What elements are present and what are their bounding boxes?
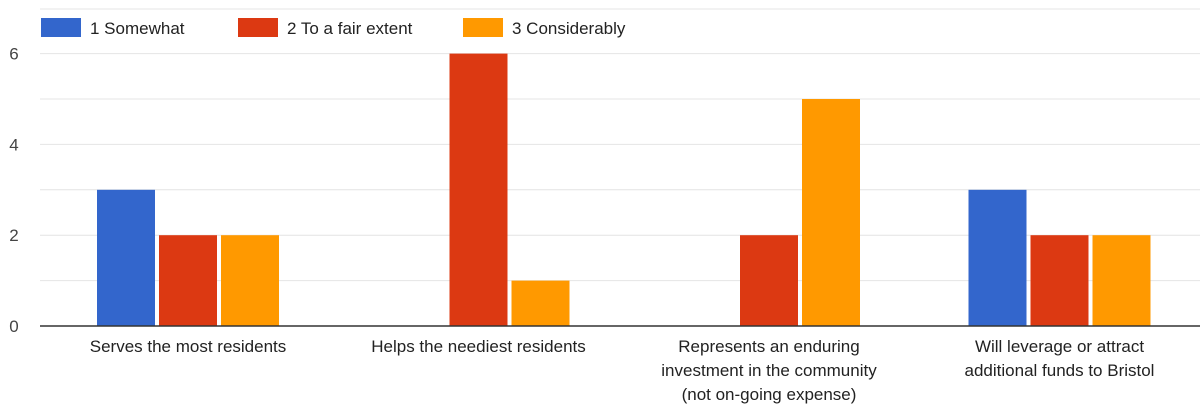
y-tick-label: 6 (9, 45, 18, 64)
legend-label: 1 Somewhat (90, 19, 185, 38)
axes: 0 2 4 6 Serves the most residents Helps the n… (9, 45, 1200, 404)
bar-2-to-a-fair-extent-1[interactable] (449, 53, 508, 326)
bar-3-considerably-3[interactable] (1092, 235, 1151, 326)
x-category-label: Serves the most residents (90, 337, 287, 356)
bar-1-somewhat-3[interactable] (968, 189, 1027, 326)
x-category-label: Will leverage or attract (975, 337, 1144, 356)
legend-swatch (41, 18, 81, 37)
x-category-label: additional funds to Bristol (965, 361, 1155, 380)
y-tick-label: 4 (9, 135, 18, 154)
bar-3-considerably-1[interactable] (511, 280, 570, 326)
x-category-label: (not on-going expense) (682, 385, 857, 404)
bar-1-somewhat-0[interactable] (97, 189, 155, 326)
x-category-label: Represents an enduring (678, 337, 859, 356)
x-category-label: Helps the neediest residents (371, 337, 586, 356)
legend-swatch (463, 18, 503, 37)
bar-2-to-a-fair-extent-2[interactable] (740, 235, 798, 326)
legend: 1 Somewhat 2 To a fair extent 3 Considerab… (41, 18, 626, 38)
bar-2-to-a-fair-extent-3[interactable] (1030, 235, 1089, 326)
bars (97, 53, 1151, 326)
legend-label: 2 To a fair extent (287, 19, 413, 38)
bar-2-to-a-fair-extent-0[interactable] (159, 235, 217, 326)
y-tick-label: 0 (9, 317, 18, 336)
bar-3-considerably-0[interactable] (221, 235, 279, 326)
legend-swatch (238, 18, 278, 37)
x-category-label: investment in the community (661, 361, 877, 380)
legend-label: 3 Considerably (512, 19, 626, 38)
y-tick-label: 2 (9, 226, 18, 245)
bar-3-considerably-2[interactable] (802, 99, 860, 326)
